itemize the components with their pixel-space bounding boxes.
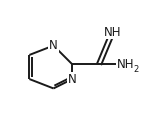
Text: NH: NH <box>117 58 134 71</box>
Text: 2: 2 <box>133 65 139 74</box>
Text: N: N <box>49 39 58 52</box>
Text: N: N <box>68 72 77 86</box>
Text: NH: NH <box>104 26 121 39</box>
